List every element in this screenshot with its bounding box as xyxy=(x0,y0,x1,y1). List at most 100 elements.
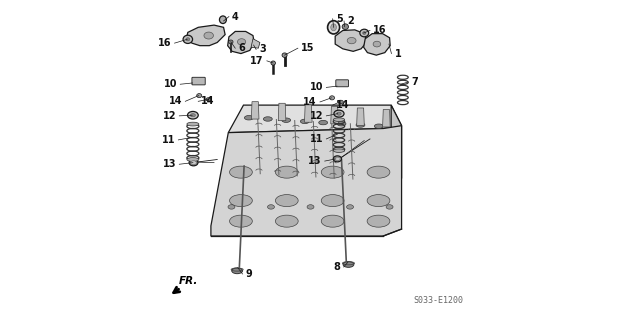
Text: 17: 17 xyxy=(250,56,264,66)
Ellipse shape xyxy=(237,39,246,45)
Ellipse shape xyxy=(347,205,353,209)
Polygon shape xyxy=(383,109,390,127)
Ellipse shape xyxy=(347,37,356,44)
Polygon shape xyxy=(364,33,390,55)
Polygon shape xyxy=(278,103,286,121)
Ellipse shape xyxy=(204,32,213,39)
Polygon shape xyxy=(391,105,401,178)
Text: 11: 11 xyxy=(310,134,323,144)
Ellipse shape xyxy=(220,16,227,24)
Ellipse shape xyxy=(307,205,314,209)
Ellipse shape xyxy=(330,96,335,100)
Ellipse shape xyxy=(331,24,337,31)
Text: 12: 12 xyxy=(163,111,176,121)
Ellipse shape xyxy=(190,161,196,165)
Polygon shape xyxy=(305,105,312,122)
Ellipse shape xyxy=(300,119,309,123)
Text: 4: 4 xyxy=(232,11,239,22)
Ellipse shape xyxy=(360,29,369,37)
Text: 9: 9 xyxy=(246,269,252,279)
Text: 10: 10 xyxy=(164,79,177,89)
Ellipse shape xyxy=(363,32,366,34)
Ellipse shape xyxy=(319,120,328,125)
Text: 7: 7 xyxy=(411,77,418,87)
Polygon shape xyxy=(331,107,339,124)
Ellipse shape xyxy=(232,268,243,274)
Ellipse shape xyxy=(230,215,252,227)
Polygon shape xyxy=(251,39,260,48)
Polygon shape xyxy=(228,105,401,133)
Polygon shape xyxy=(356,108,364,125)
Polygon shape xyxy=(335,30,367,51)
Text: 10: 10 xyxy=(310,82,323,93)
Ellipse shape xyxy=(275,166,298,178)
Polygon shape xyxy=(228,32,254,54)
FancyBboxPatch shape xyxy=(192,77,205,85)
Ellipse shape xyxy=(271,61,275,65)
Ellipse shape xyxy=(342,24,348,30)
Ellipse shape xyxy=(367,215,390,227)
Ellipse shape xyxy=(264,117,272,121)
Ellipse shape xyxy=(187,158,199,161)
Ellipse shape xyxy=(321,195,344,207)
Text: 12: 12 xyxy=(310,111,323,121)
Text: 16: 16 xyxy=(373,26,387,35)
Ellipse shape xyxy=(190,114,195,117)
Text: 11: 11 xyxy=(162,135,175,145)
Ellipse shape xyxy=(338,100,344,104)
Ellipse shape xyxy=(328,21,340,34)
Ellipse shape xyxy=(268,205,275,209)
Ellipse shape xyxy=(187,122,199,126)
Ellipse shape xyxy=(367,166,390,178)
Text: 14: 14 xyxy=(303,97,317,107)
Ellipse shape xyxy=(228,205,235,209)
Text: 2: 2 xyxy=(347,16,354,26)
Text: 8: 8 xyxy=(333,262,340,272)
Text: 16: 16 xyxy=(158,38,172,48)
Text: S033-E1200: S033-E1200 xyxy=(413,296,463,305)
Ellipse shape xyxy=(367,195,390,207)
Text: 15: 15 xyxy=(301,43,314,53)
Ellipse shape xyxy=(189,160,198,166)
Ellipse shape xyxy=(333,156,342,162)
Ellipse shape xyxy=(321,166,344,178)
Ellipse shape xyxy=(335,157,340,160)
Ellipse shape xyxy=(374,124,383,129)
Ellipse shape xyxy=(186,38,189,41)
Text: 1: 1 xyxy=(395,48,401,59)
Ellipse shape xyxy=(321,215,344,227)
Polygon shape xyxy=(252,102,259,119)
Ellipse shape xyxy=(228,40,233,44)
Text: 13: 13 xyxy=(308,156,321,166)
Text: 13: 13 xyxy=(163,159,176,169)
FancyBboxPatch shape xyxy=(336,80,348,87)
Ellipse shape xyxy=(386,205,393,209)
Ellipse shape xyxy=(334,110,344,117)
Ellipse shape xyxy=(183,35,193,43)
Ellipse shape xyxy=(206,98,212,101)
Text: 6: 6 xyxy=(239,43,245,53)
Ellipse shape xyxy=(275,215,298,227)
Ellipse shape xyxy=(282,53,287,57)
Polygon shape xyxy=(186,25,225,46)
Ellipse shape xyxy=(373,41,381,47)
Ellipse shape xyxy=(333,149,345,152)
Ellipse shape xyxy=(333,118,345,122)
Ellipse shape xyxy=(275,195,298,207)
Ellipse shape xyxy=(230,166,252,178)
Ellipse shape xyxy=(244,115,253,120)
Ellipse shape xyxy=(196,93,202,98)
Ellipse shape xyxy=(343,262,354,267)
Text: 14: 14 xyxy=(168,96,182,106)
Ellipse shape xyxy=(230,195,252,207)
Text: 5: 5 xyxy=(336,14,342,24)
Text: 14: 14 xyxy=(336,100,349,110)
Text: FR.: FR. xyxy=(179,276,198,286)
Ellipse shape xyxy=(337,122,346,126)
Polygon shape xyxy=(211,126,401,236)
Ellipse shape xyxy=(188,111,198,119)
Ellipse shape xyxy=(356,123,365,127)
Ellipse shape xyxy=(337,112,341,115)
Text: 14: 14 xyxy=(202,96,215,106)
Text: 3: 3 xyxy=(259,44,266,55)
